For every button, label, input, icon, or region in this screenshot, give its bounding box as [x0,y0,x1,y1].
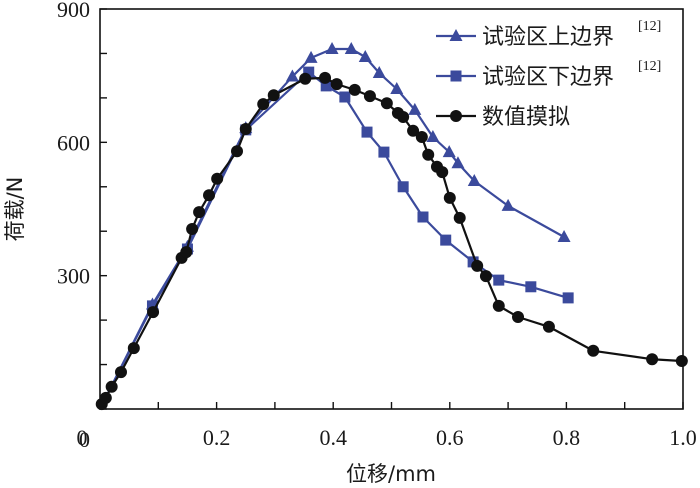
data-point [440,234,452,246]
y-tick-label: 600 [57,130,90,155]
data-point [415,131,428,143]
data-point [542,320,555,333]
data-point [646,353,659,366]
data-point [501,198,515,211]
data-point [330,78,343,91]
data-point [257,98,270,111]
x-tick-label: 0.8 [553,425,581,450]
data-point [422,148,435,161]
y-tick-label: 900 [57,0,90,22]
data-point [319,71,332,84]
data-point [105,380,118,393]
data-point [453,211,466,224]
data-point [299,72,312,85]
data-point [147,306,160,319]
data-point [512,311,525,323]
legend-marker [449,29,463,41]
x-tick-label: 0.2 [203,425,231,450]
x-tick-label: 0.6 [436,425,464,450]
legend-label: 数值摸拟 [482,105,570,130]
legend-label: 试验区下边界 [482,65,614,90]
legend-item: 试验区下边界 [12] [436,59,661,90]
data-point [378,146,390,158]
data-point [361,126,373,138]
legend-reference: [12] [638,59,661,74]
data-point [436,166,449,179]
legend-reference: [12] [638,19,661,34]
series-1 [99,42,571,410]
data-point [363,90,376,103]
data-point [587,344,600,357]
data-point [267,89,280,102]
series-layer [95,42,688,411]
x-tick-label: 0 [77,425,88,450]
y-axis-title: 荷载/N [3,177,27,242]
legend-item: 试验区上边界 [12] [436,19,661,50]
data-point [408,102,422,115]
data-point [358,50,372,62]
data-point [426,130,440,142]
data-point [303,66,315,78]
data-point [344,42,358,54]
data-point [146,300,158,312]
data-point [397,111,410,123]
data-point [114,366,127,379]
data-point [186,223,199,235]
data-point [407,124,420,137]
data-point [492,299,505,312]
data-point [304,50,318,63]
x-tick-label: 1.0 [669,425,697,450]
legend-marker [450,110,462,122]
y-tick-label: 300 [57,264,90,289]
x-axis-title: 位移/mm [346,462,436,486]
data-point [320,80,332,92]
data-point [467,174,481,186]
series-line [99,47,565,410]
data-point [239,123,252,135]
data-point [180,246,193,259]
data-point [451,156,465,169]
data-point [390,82,404,94]
data-point [380,97,393,110]
legend-item: 数值摸拟 [436,105,570,130]
data-point [348,83,361,96]
data-point [193,206,206,219]
data-point [231,145,244,158]
data-point [525,281,537,293]
data-point [372,66,386,78]
y-tick-label: 0 [79,427,90,452]
legend-marker [450,70,462,82]
data-point [479,270,492,283]
data-point [339,91,351,103]
data-point [285,69,299,82]
data-point [557,230,571,242]
data-point [127,342,140,355]
data-point [417,211,429,223]
data-point [203,189,216,202]
data-point [397,181,409,193]
data-point [443,191,456,204]
x-tick-label: 0.4 [319,425,347,450]
legend-label: 试验区上边界 [482,25,614,50]
series-3 [95,71,688,411]
data-point [471,259,484,272]
legend: 试验区上边界 [12] 试验区下边界 [12] 数值摸拟 [436,19,661,130]
data-point [493,274,505,286]
data-point [99,391,112,404]
data-point [211,172,224,185]
data-point [562,292,574,304]
data-point [325,42,339,54]
data-point [675,355,688,367]
data-point [442,145,456,158]
